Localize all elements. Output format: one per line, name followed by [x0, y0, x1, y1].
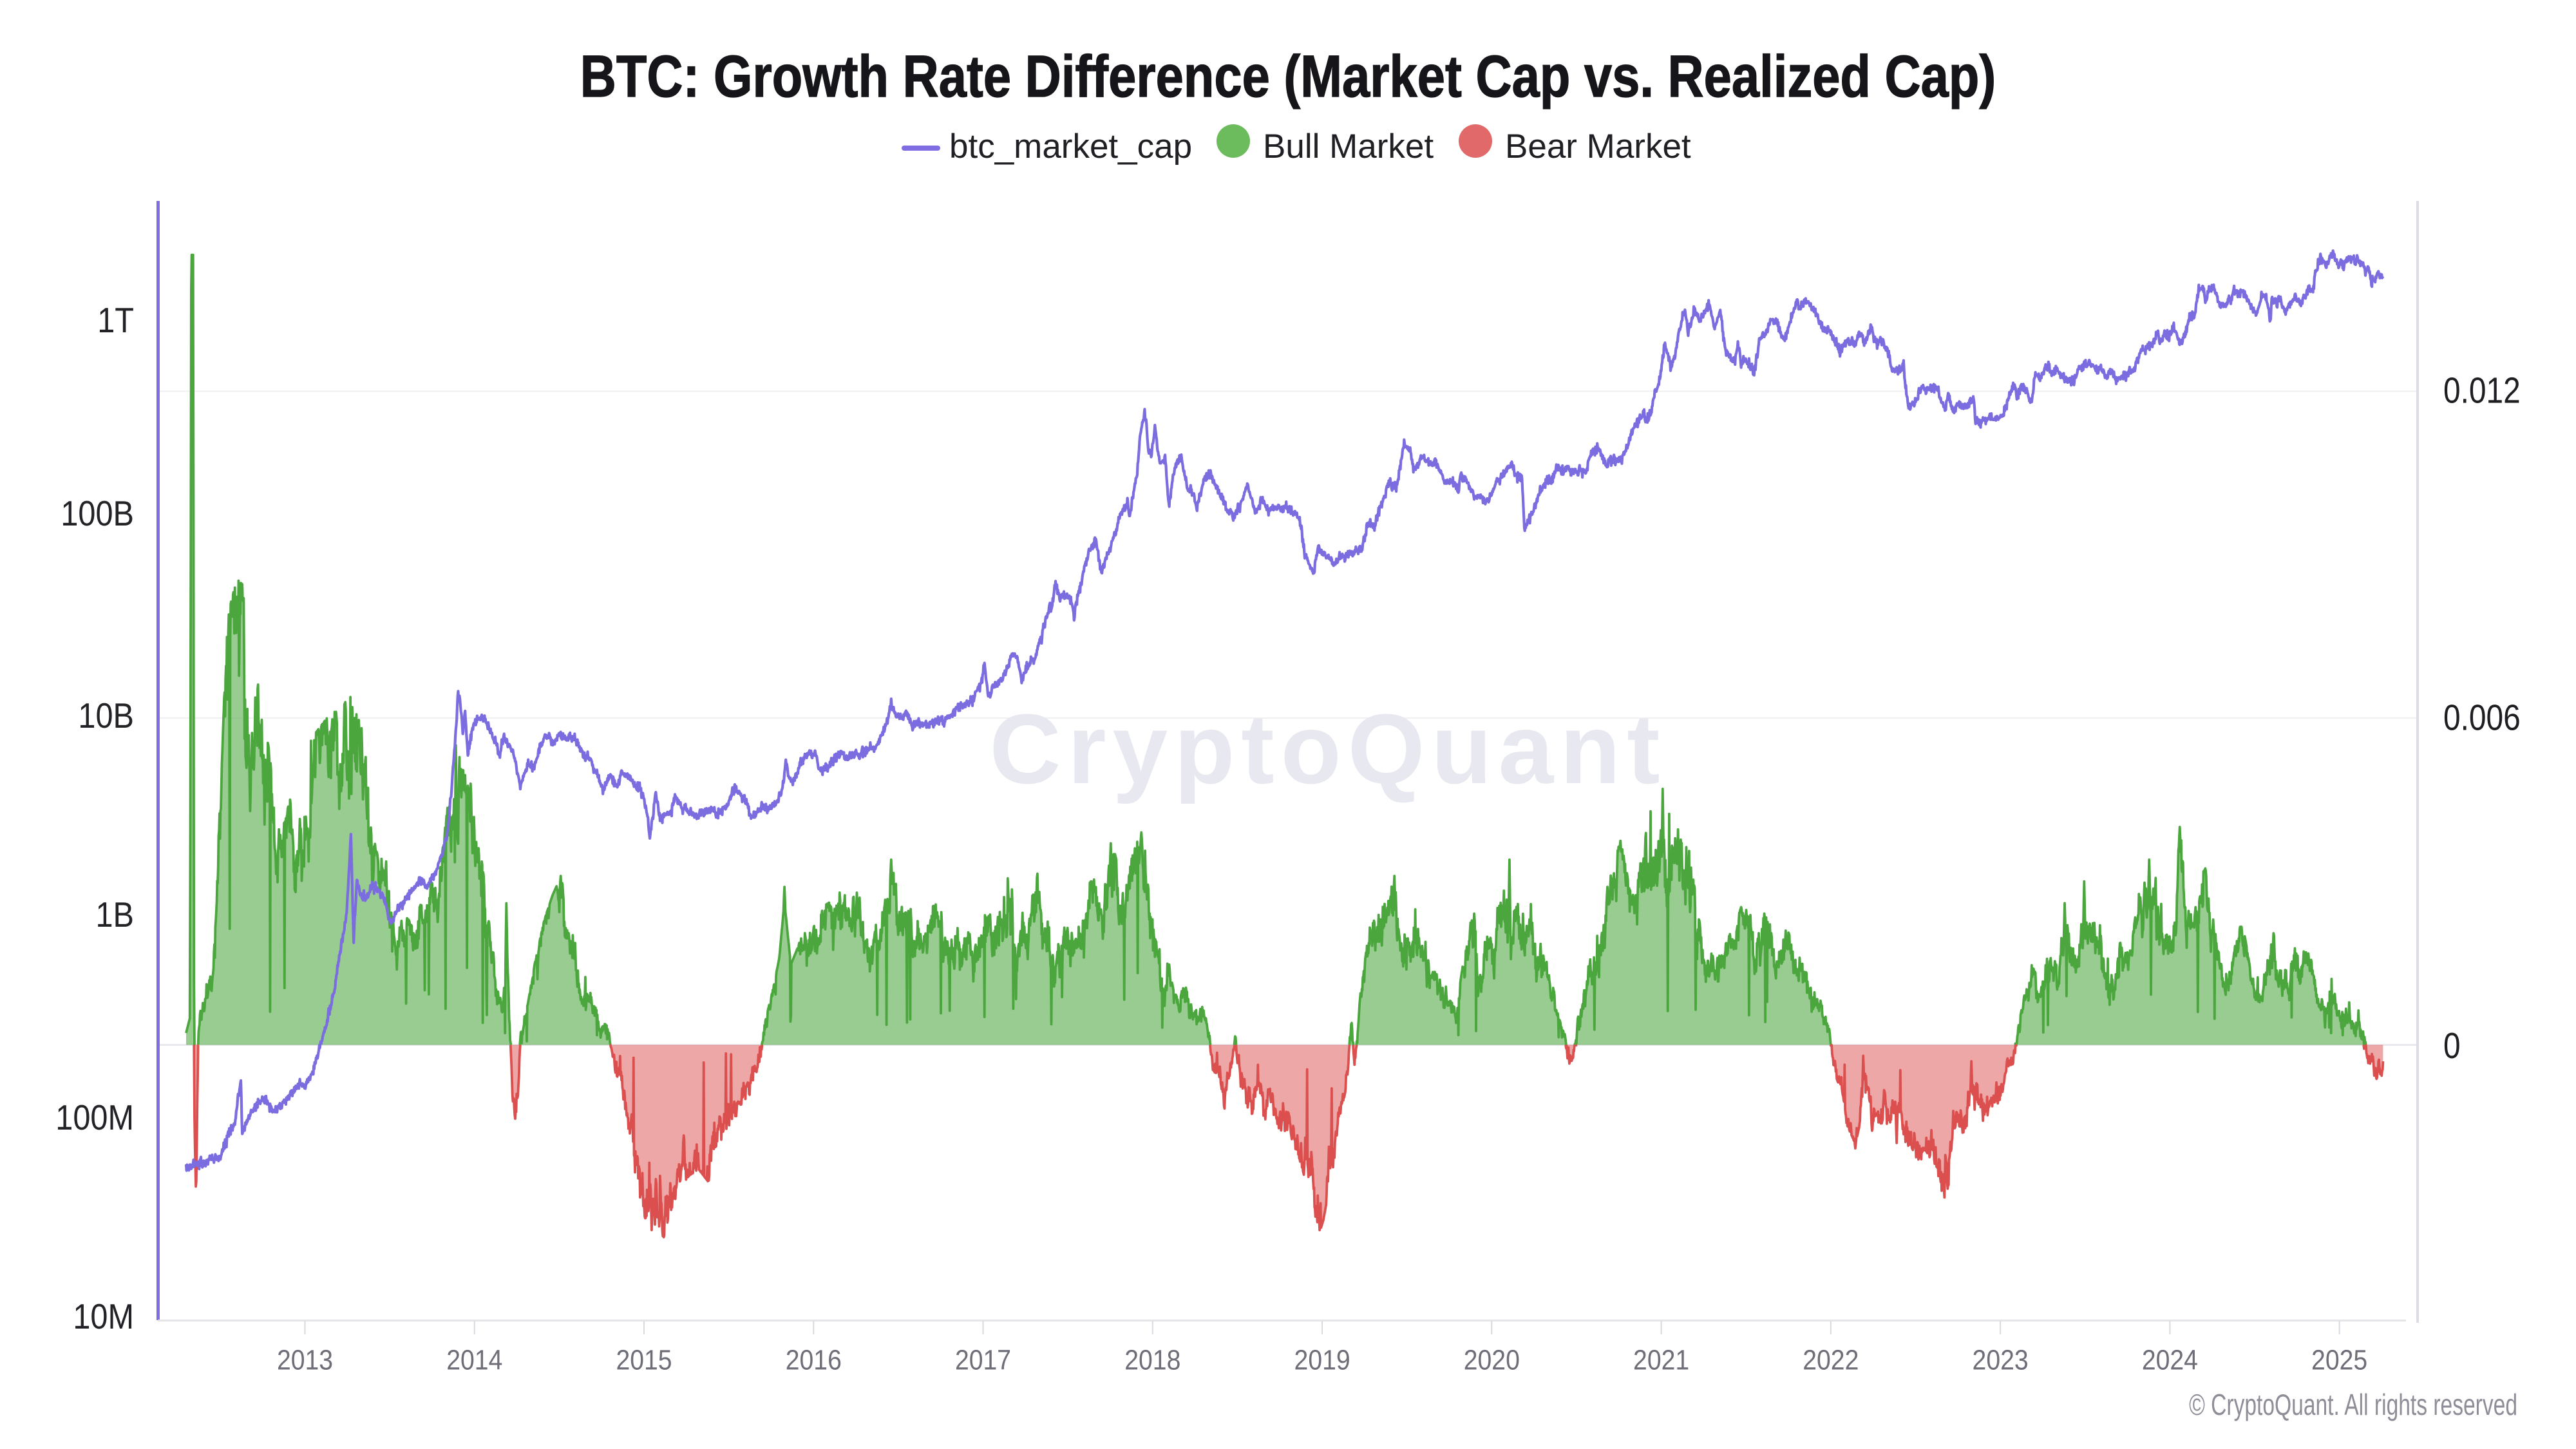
svg-text:1T: 1T [97, 301, 134, 340]
svg-text:BTC: Growth Rate Difference (M: BTC: Growth Rate Difference (Market Cap … [580, 44, 1996, 110]
svg-text:0.012: 0.012 [2443, 370, 2521, 412]
svg-text:CryptoQuant: CryptoQuant [989, 694, 1666, 804]
svg-text:10B: 10B [78, 696, 134, 735]
svg-text:2014: 2014 [446, 1343, 502, 1376]
svg-text:2013: 2013 [277, 1343, 333, 1376]
svg-text:2020: 2020 [1464, 1343, 1520, 1376]
svg-text:btc_market_cap: btc_market_cap [949, 128, 1192, 166]
svg-text:100M: 100M [55, 1098, 134, 1137]
svg-text:0.006: 0.006 [2443, 697, 2521, 739]
svg-text:2017: 2017 [955, 1343, 1011, 1376]
svg-text:100B: 100B [61, 494, 134, 533]
svg-text:Bull Market: Bull Market [1263, 128, 1434, 166]
svg-text:1B: 1B [95, 895, 134, 934]
svg-text:Bear Market: Bear Market [1505, 128, 1691, 166]
svg-text:© CryptoQuant. All rights rese: © CryptoQuant. All rights reserved [2189, 1388, 2517, 1421]
svg-text:2021: 2021 [1633, 1343, 1689, 1376]
svg-text:2023: 2023 [1973, 1343, 2029, 1376]
svg-text:0: 0 [2443, 1025, 2461, 1066]
svg-text:2024: 2024 [2142, 1343, 2198, 1376]
svg-text:2018: 2018 [1124, 1343, 1180, 1376]
svg-text:2025: 2025 [2311, 1343, 2367, 1376]
svg-text:2015: 2015 [616, 1343, 672, 1376]
svg-text:2019: 2019 [1294, 1343, 1350, 1376]
svg-text:2016: 2016 [786, 1343, 842, 1376]
svg-text:10M: 10M [73, 1297, 134, 1336]
svg-text:2022: 2022 [1803, 1343, 1859, 1376]
